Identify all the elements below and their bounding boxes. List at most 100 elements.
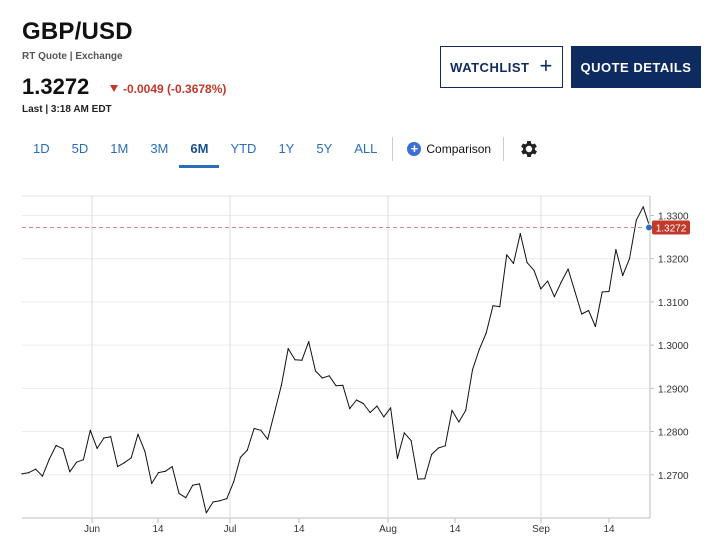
data-point — [219, 500, 221, 502]
data-point — [82, 459, 84, 461]
tab-5y[interactable]: 5Y — [316, 141, 333, 156]
data-point — [103, 437, 105, 439]
data-point — [342, 384, 344, 386]
data-point — [21, 473, 23, 475]
data-point — [615, 249, 617, 251]
data-point — [151, 482, 153, 484]
x-tick-label: 14 — [152, 524, 164, 535]
data-point — [628, 258, 631, 260]
last-updated: Last | 3:18 AM EDT — [22, 104, 112, 115]
data-point — [226, 498, 228, 500]
quote-source: RT Quote | Exchange — [22, 51, 123, 62]
data-point — [41, 475, 44, 477]
data-point — [212, 501, 214, 503]
data-point — [239, 456, 241, 459]
data-point — [424, 478, 426, 480]
data-point — [96, 447, 98, 449]
data-point — [335, 385, 337, 387]
data-point — [246, 449, 248, 451]
data-point — [642, 206, 644, 208]
watchlist-label: WATCHLIST — [450, 59, 530, 75]
current-price-marker — [645, 223, 653, 232]
data-point — [485, 332, 487, 334]
data-point — [185, 497, 187, 499]
data-point — [76, 461, 78, 463]
data-point — [321, 377, 323, 379]
data-point — [280, 384, 282, 386]
tab-1d[interactable]: 1D — [33, 141, 50, 156]
y-tick-label: 1.3300 — [658, 211, 689, 222]
data-point — [171, 466, 173, 468]
comparison-button[interactable]: + Comparison — [399, 142, 499, 156]
data-point — [608, 290, 610, 293]
data-point — [233, 481, 235, 483]
data-point — [526, 262, 528, 264]
data-point — [547, 280, 549, 282]
data-point — [492, 305, 494, 307]
data-point — [314, 370, 317, 372]
data-point — [437, 447, 439, 449]
data-point — [35, 468, 37, 470]
y-tick-label: 1.3000 — [658, 341, 689, 352]
tab-6m[interactable]: 6M — [179, 133, 220, 168]
y-tick-label: 1.3200 — [658, 255, 689, 266]
y-tick-label: 1.2900 — [658, 384, 689, 395]
y-tick-label: 1.3100 — [658, 298, 689, 309]
data-point — [253, 427, 255, 430]
quote-details-button[interactable]: QUOTE DETAILS — [571, 46, 701, 88]
data-point — [274, 411, 276, 413]
data-point — [123, 462, 125, 464]
x-tick-label: Sep — [532, 524, 550, 535]
tabs-divider-2 — [503, 137, 505, 161]
tab-all[interactable]: ALL — [354, 141, 378, 156]
data-point — [192, 484, 194, 486]
data-point — [349, 408, 351, 410]
data-point — [574, 290, 576, 293]
data-point — [28, 472, 30, 474]
data-point — [117, 466, 119, 468]
x-tick-label: Aug — [379, 524, 397, 535]
page-title: GBP/USD — [22, 18, 133, 45]
data-point — [458, 421, 460, 423]
data-point — [594, 325, 597, 328]
data-point — [396, 457, 398, 459]
x-tick-label: Jun — [84, 524, 100, 535]
data-point — [376, 405, 378, 407]
data-point — [567, 268, 569, 270]
data-point — [417, 478, 419, 480]
down-arrow-icon — [110, 85, 118, 92]
tab-1y[interactable]: 1Y — [278, 141, 295, 156]
price-change-value: -0.0049 (-0.3678%) — [123, 82, 227, 96]
tabs-divider — [392, 137, 394, 161]
comparison-label: Comparison — [426, 142, 492, 156]
tab-3m[interactable]: 3M — [150, 141, 169, 156]
plus-icon: + — [539, 53, 553, 78]
data-point — [355, 399, 358, 401]
x-tick-label: 14 — [603, 524, 615, 535]
data-point — [260, 429, 262, 431]
data-point — [301, 359, 303, 361]
tab-5d[interactable]: 5D — [71, 141, 89, 156]
tab-1m[interactable]: 1M — [110, 141, 129, 156]
data-point — [130, 457, 132, 459]
current-price-label: 1.3272 — [656, 224, 687, 235]
data-point — [48, 458, 50, 460]
watchlist-button[interactable]: WATCHLIST + — [440, 46, 563, 88]
data-point — [471, 369, 474, 371]
data-point — [55, 444, 57, 446]
data-point — [369, 411, 371, 414]
data-point — [451, 409, 453, 411]
data-point — [601, 291, 603, 293]
data-point — [198, 483, 201, 485]
y-tick-label: 1.2700 — [658, 471, 689, 482]
range-tabs: 1D 5D 1M 3M 6M YTD 1Y 5Y ALL + Comparison — [22, 132, 540, 168]
data-point — [267, 438, 269, 440]
plus-circle-icon: + — [407, 142, 422, 156]
gear-icon[interactable] — [518, 138, 540, 160]
data-point — [478, 348, 480, 350]
data-point — [499, 306, 501, 308]
tab-ytd[interactable]: YTD — [230, 141, 257, 156]
data-point — [403, 432, 405, 434]
data-point — [287, 348, 289, 350]
